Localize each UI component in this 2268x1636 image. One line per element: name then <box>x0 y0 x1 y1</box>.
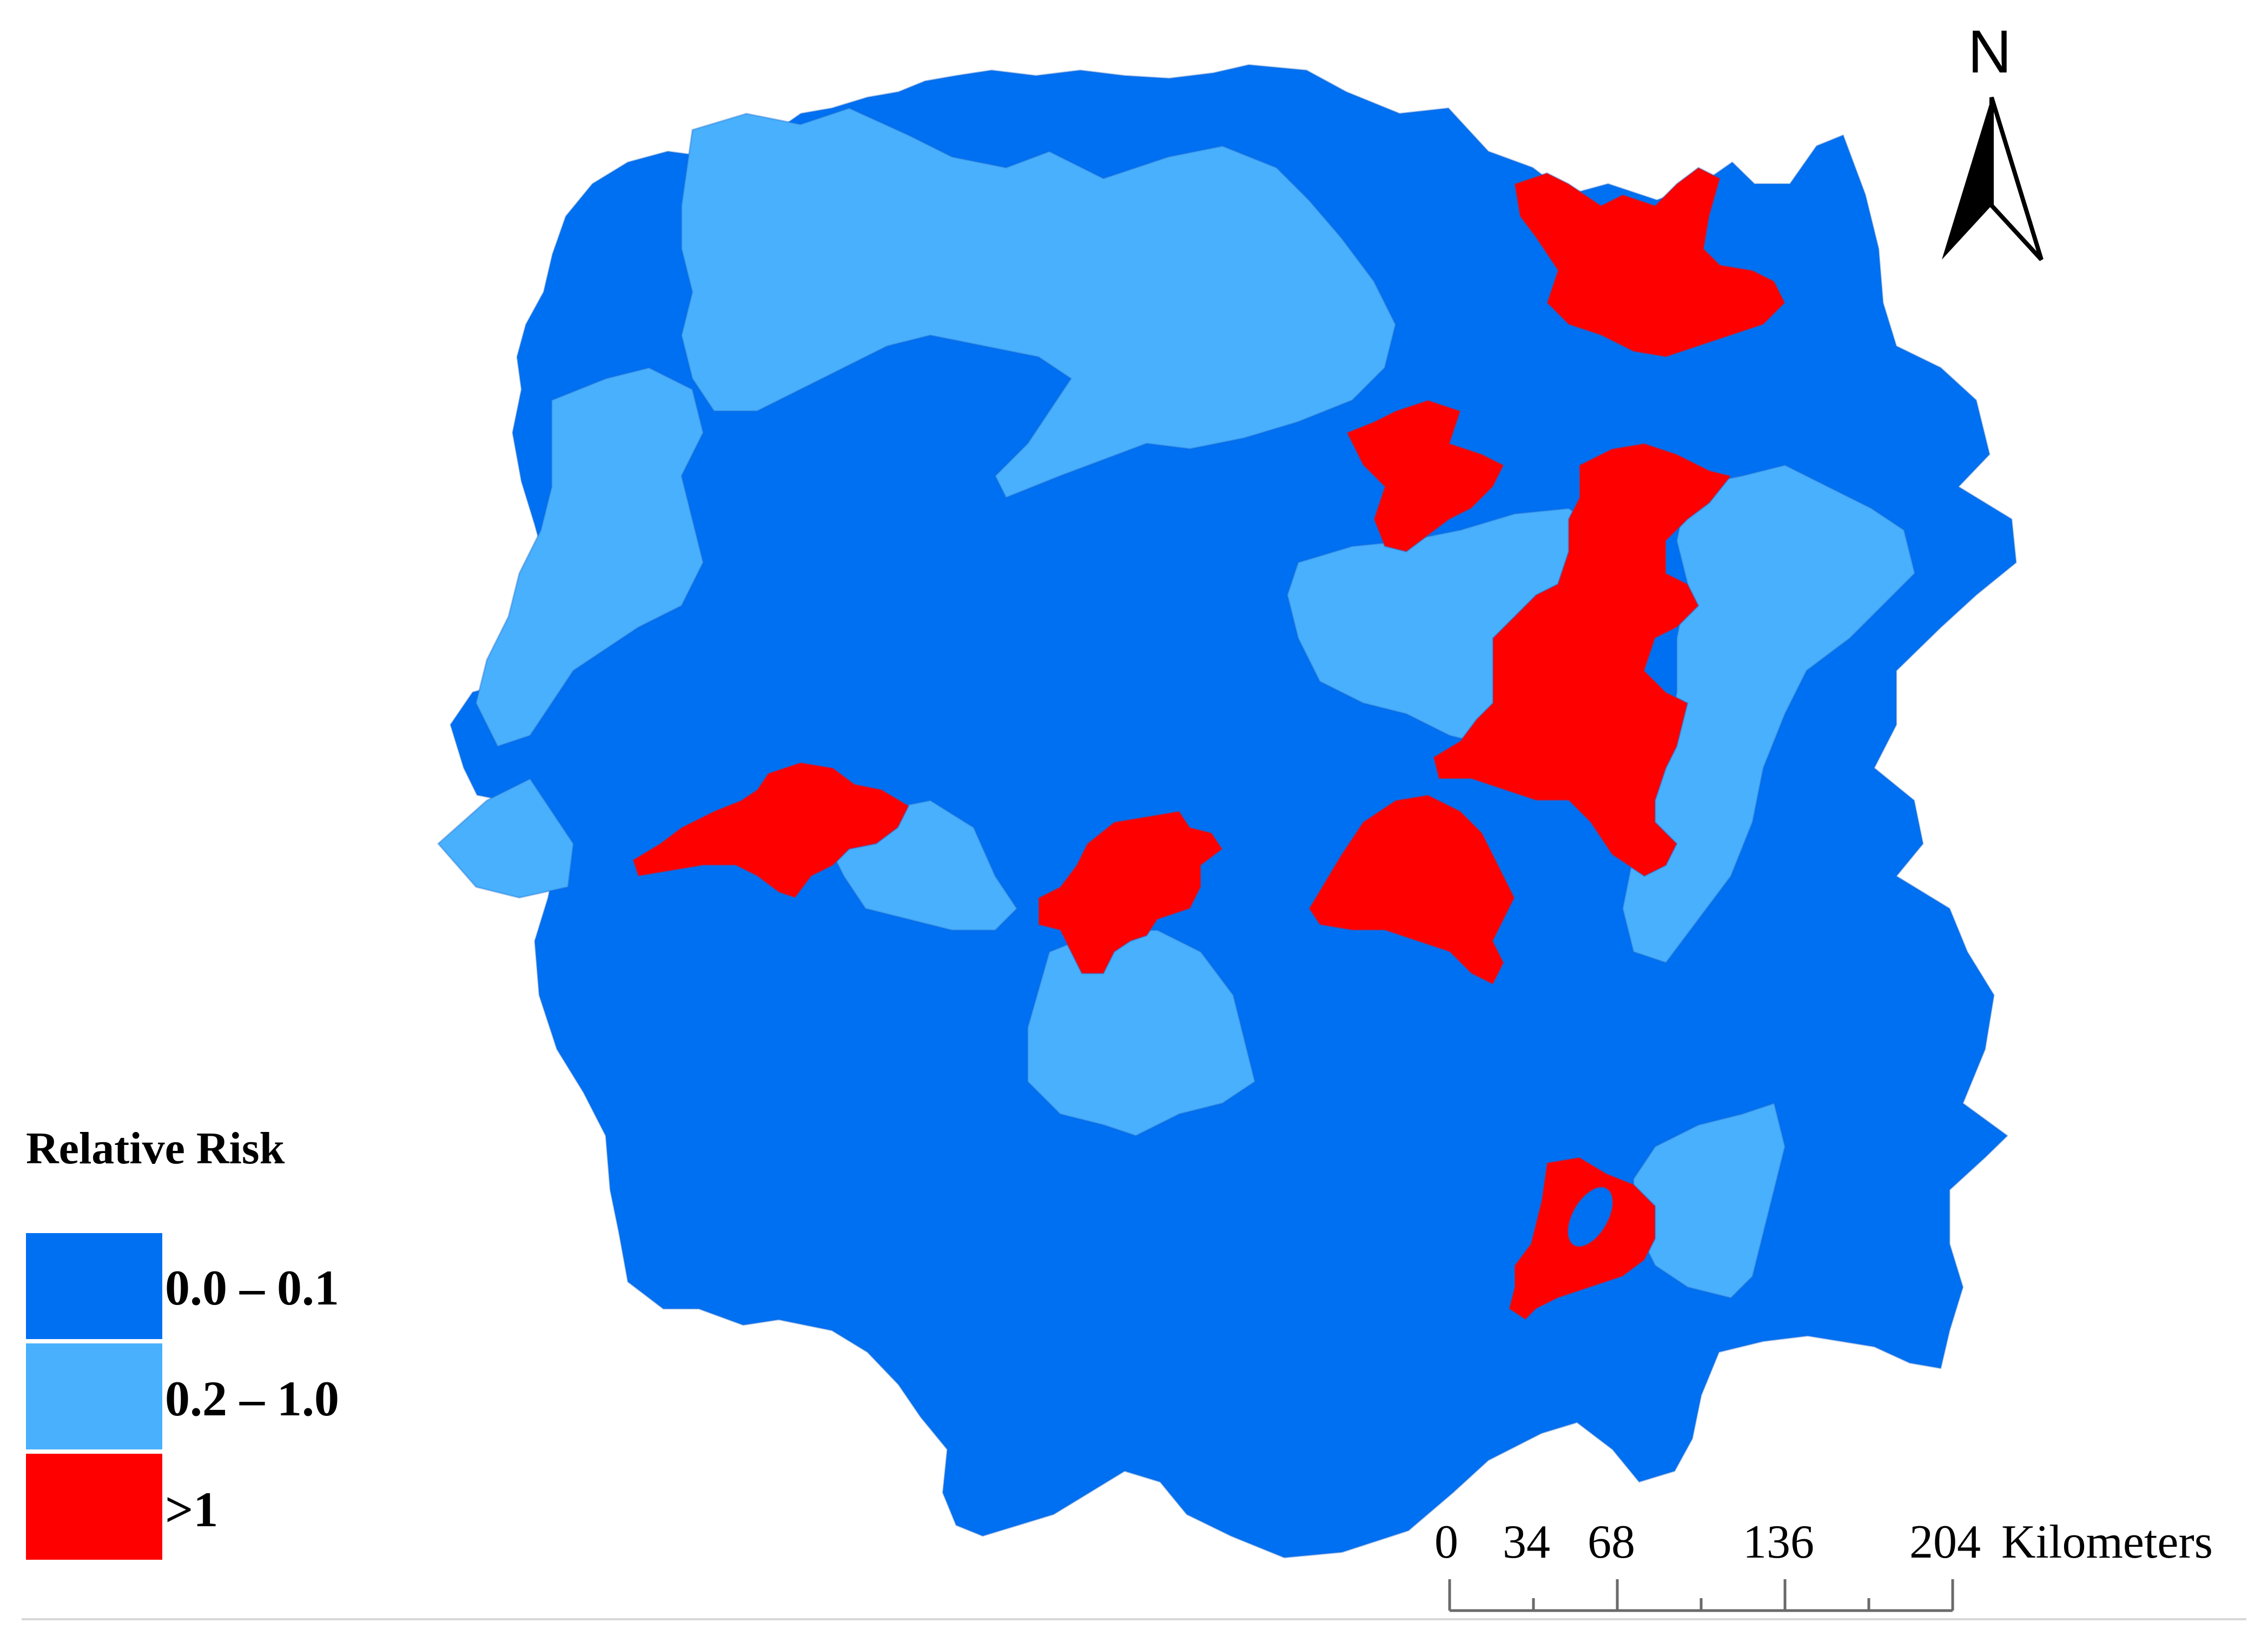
region-mid-west <box>437 778 574 899</box>
north-arrow-left-half <box>1942 97 1992 260</box>
legend-label-high: >1 <box>165 1482 219 1537</box>
legend-label-mid: 0.2 – 1.0 <box>165 1371 339 1426</box>
legend-swatch-low <box>26 1233 162 1339</box>
region-south-inner-hole <box>1567 1187 1614 1247</box>
region-high-central <box>1308 794 1516 986</box>
region-mid-north <box>680 107 1397 499</box>
scale-label-204: 204 <box>1909 1516 1981 1568</box>
region-high-east-corridor <box>1432 442 1733 877</box>
bottom-divider <box>22 1618 2246 1620</box>
legend-swatch-high <box>26 1454 162 1560</box>
north-label: N <box>1968 18 2012 85</box>
region-high-north-central <box>1345 399 1505 553</box>
scale-label-68: 68 <box>1588 1516 1635 1568</box>
region-high-west <box>632 761 910 899</box>
legend-title: Relative Risk <box>26 1123 285 1174</box>
scale-label-136: 136 <box>1743 1516 1814 1568</box>
region-mid-central <box>1027 929 1256 1137</box>
legend-swatch-mid <box>26 1343 162 1449</box>
scale-bar <box>1448 1579 1954 1612</box>
region-high-central-west <box>1037 810 1224 975</box>
north-arrow <box>1942 96 2044 261</box>
north-arrow-right-half <box>1989 96 2044 261</box>
legend-label-low: 0.0 – 0.1 <box>165 1260 339 1315</box>
region-mid-northwest <box>475 367 704 747</box>
scale-unit: Kilometers <box>2001 1516 2213 1568</box>
scale-label-0: 0 <box>1434 1516 1458 1568</box>
scale-label-34: 34 <box>1503 1516 1550 1568</box>
region-high-northeast <box>1513 167 1786 358</box>
